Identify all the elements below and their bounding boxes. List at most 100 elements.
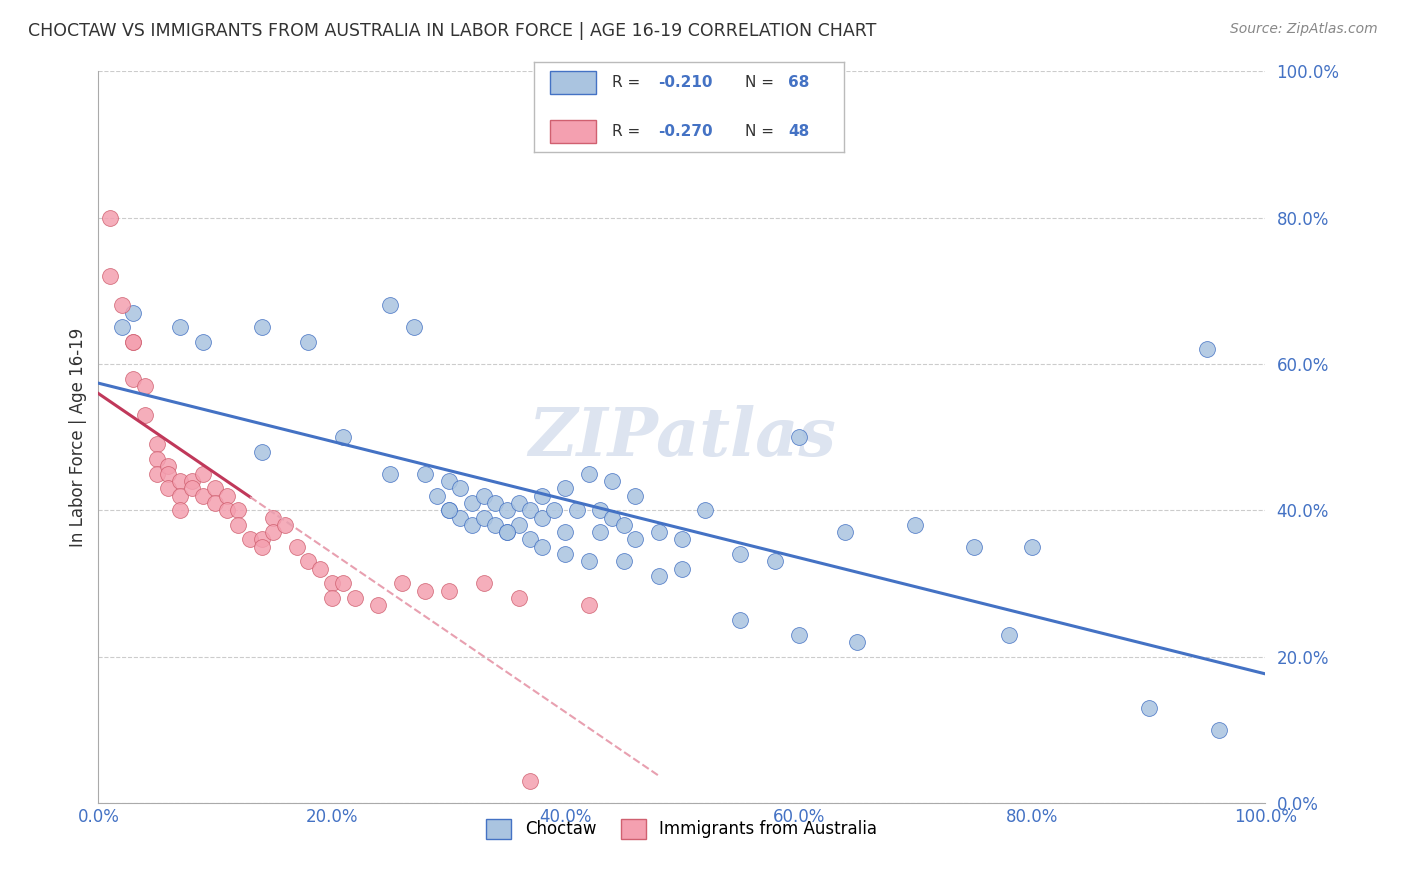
Point bbox=[612, 517, 634, 532]
Point bbox=[215, 489, 238, 503]
Point bbox=[671, 533, 693, 547]
Point bbox=[484, 517, 506, 532]
Point bbox=[228, 503, 250, 517]
Point bbox=[647, 525, 669, 540]
Point bbox=[146, 452, 169, 467]
Point bbox=[413, 583, 436, 598]
Point bbox=[508, 517, 530, 532]
Point bbox=[519, 773, 541, 788]
Point bbox=[962, 540, 984, 554]
Point bbox=[530, 510, 553, 524]
Text: CHOCTAW VS IMMIGRANTS FROM AUSTRALIA IN LABOR FORCE | AGE 16-19 CORRELATION CHAR: CHOCTAW VS IMMIGRANTS FROM AUSTRALIA IN … bbox=[28, 22, 876, 40]
Point bbox=[461, 517, 484, 532]
Point bbox=[380, 298, 402, 312]
Point bbox=[484, 496, 506, 510]
Point bbox=[157, 481, 180, 495]
Point bbox=[437, 503, 460, 517]
Point bbox=[239, 533, 262, 547]
Point bbox=[543, 503, 565, 517]
Point bbox=[554, 547, 576, 561]
Point bbox=[437, 503, 460, 517]
FancyBboxPatch shape bbox=[550, 71, 596, 94]
Point bbox=[122, 371, 145, 385]
Point bbox=[496, 525, 519, 540]
Point bbox=[671, 562, 693, 576]
Point bbox=[169, 503, 191, 517]
Point bbox=[647, 569, 669, 583]
Point bbox=[332, 430, 354, 444]
Point bbox=[554, 525, 576, 540]
Text: -0.270: -0.270 bbox=[658, 124, 713, 138]
Point bbox=[332, 576, 354, 591]
Point bbox=[578, 467, 600, 481]
Point bbox=[98, 269, 121, 284]
Point bbox=[530, 489, 553, 503]
Point bbox=[496, 503, 519, 517]
Point bbox=[834, 525, 856, 540]
Point bbox=[530, 540, 553, 554]
Point bbox=[344, 591, 367, 605]
Point bbox=[134, 379, 156, 393]
Point bbox=[508, 591, 530, 605]
Point bbox=[578, 554, 600, 568]
Point bbox=[262, 510, 284, 524]
Point bbox=[250, 320, 273, 334]
Point bbox=[763, 554, 786, 568]
Point bbox=[461, 496, 484, 510]
Point bbox=[193, 489, 215, 503]
Point bbox=[565, 503, 588, 517]
Text: N =: N = bbox=[745, 124, 779, 138]
Point bbox=[472, 576, 495, 591]
Point bbox=[180, 474, 202, 488]
Point bbox=[122, 334, 145, 349]
Point bbox=[578, 599, 600, 613]
Point bbox=[787, 430, 810, 444]
Text: R =: R = bbox=[612, 75, 645, 89]
Point bbox=[146, 467, 169, 481]
Point bbox=[285, 540, 308, 554]
Point bbox=[472, 489, 495, 503]
Point bbox=[122, 334, 145, 349]
Point bbox=[169, 320, 191, 334]
Point bbox=[193, 467, 215, 481]
Point bbox=[169, 474, 191, 488]
Point bbox=[1197, 343, 1219, 357]
Point bbox=[380, 467, 402, 481]
Point bbox=[157, 467, 180, 481]
Point bbox=[904, 517, 927, 532]
Point bbox=[1208, 723, 1230, 737]
Point bbox=[391, 576, 413, 591]
Point bbox=[193, 334, 215, 349]
Point bbox=[437, 474, 460, 488]
Point bbox=[134, 408, 156, 422]
Point bbox=[321, 591, 343, 605]
Point bbox=[146, 437, 169, 451]
Point bbox=[215, 503, 238, 517]
Point bbox=[554, 481, 576, 495]
Point bbox=[589, 503, 612, 517]
Point bbox=[367, 599, 389, 613]
FancyBboxPatch shape bbox=[550, 120, 596, 143]
Point bbox=[519, 533, 541, 547]
Point bbox=[169, 489, 191, 503]
Point bbox=[204, 481, 226, 495]
Point bbox=[122, 306, 145, 320]
Point bbox=[111, 320, 134, 334]
Point bbox=[437, 583, 460, 598]
Point bbox=[413, 467, 436, 481]
Point bbox=[472, 510, 495, 524]
Point bbox=[402, 320, 425, 334]
Point bbox=[297, 554, 319, 568]
Text: 48: 48 bbox=[787, 124, 810, 138]
Point bbox=[426, 489, 449, 503]
Point bbox=[846, 635, 869, 649]
Point bbox=[612, 554, 634, 568]
Point bbox=[600, 474, 623, 488]
Point bbox=[111, 298, 134, 312]
Point bbox=[624, 533, 647, 547]
Point bbox=[1021, 540, 1043, 554]
Point bbox=[250, 533, 273, 547]
Point bbox=[1137, 700, 1160, 714]
Point bbox=[508, 496, 530, 510]
Point bbox=[695, 503, 717, 517]
